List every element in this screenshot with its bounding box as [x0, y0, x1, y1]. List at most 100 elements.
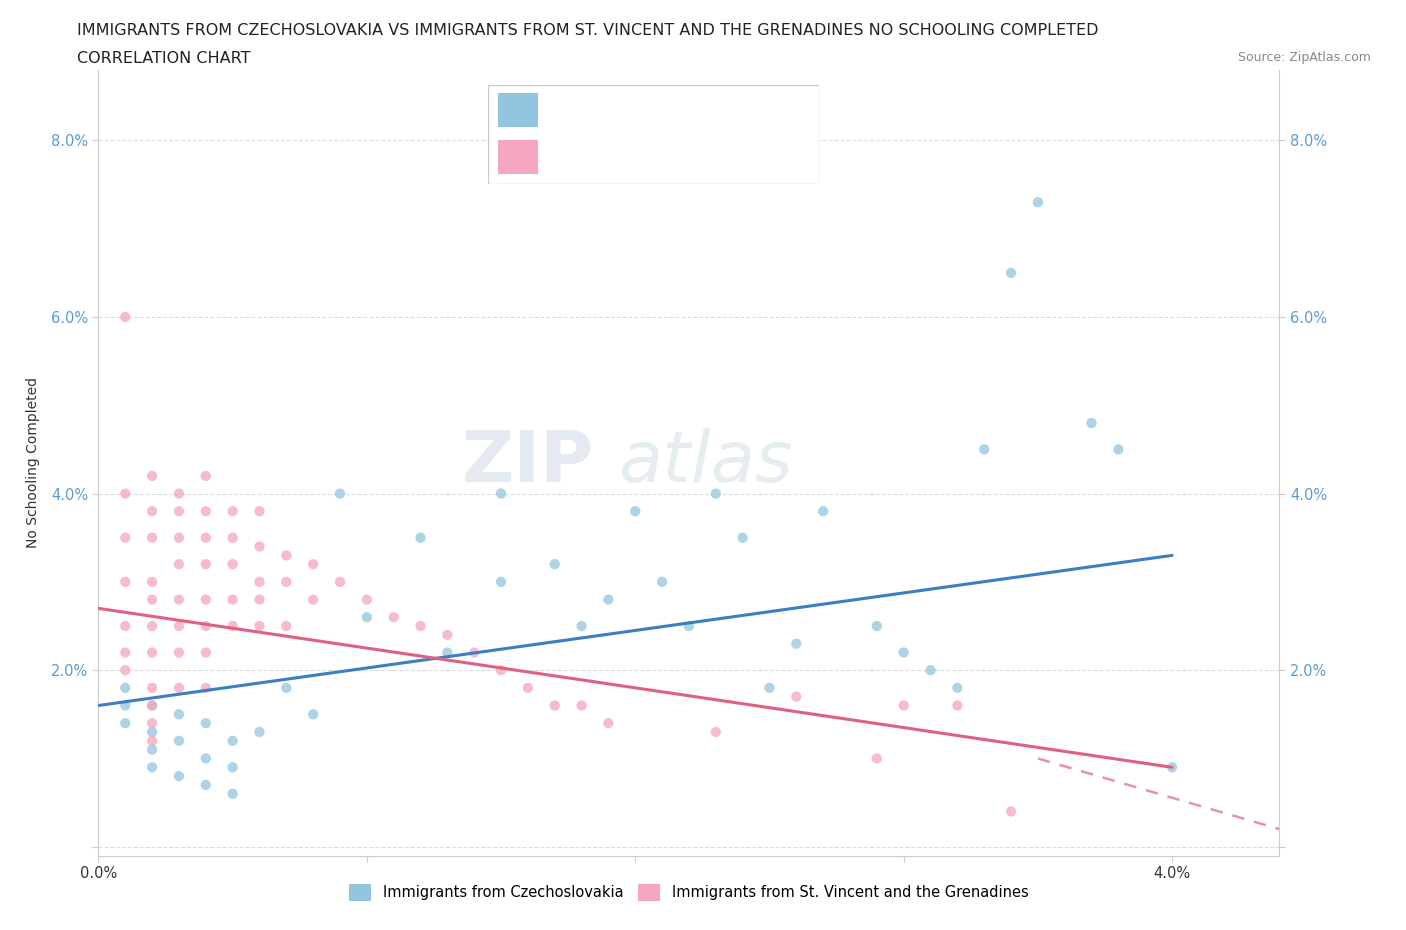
Point — [167, 530, 190, 545]
Text: ZIP: ZIP — [463, 428, 595, 498]
Point — [866, 618, 889, 633]
Point — [946, 681, 969, 696]
Point — [409, 530, 432, 545]
Point — [114, 310, 136, 325]
Point — [114, 698, 136, 713]
Point — [194, 645, 217, 660]
Point — [678, 618, 700, 633]
Point — [194, 504, 217, 519]
Point — [946, 698, 969, 713]
Point — [221, 734, 243, 749]
Point — [114, 663, 136, 678]
Point — [194, 777, 217, 792]
Point — [141, 592, 163, 607]
Point — [920, 663, 942, 678]
Point — [141, 530, 163, 545]
Point — [544, 557, 567, 572]
Point — [167, 592, 190, 607]
Point — [276, 681, 298, 696]
Point — [356, 610, 378, 625]
Point — [489, 575, 512, 590]
Point — [598, 592, 620, 607]
Point — [221, 760, 243, 775]
Point — [249, 575, 271, 590]
Point — [221, 504, 243, 519]
Point — [651, 575, 673, 590]
Point — [893, 645, 915, 660]
Point — [167, 618, 190, 633]
Legend: Immigrants from Czechoslovakia, Immigrants from St. Vincent and the Grenadines: Immigrants from Czechoslovakia, Immigran… — [343, 878, 1035, 908]
Point — [114, 575, 136, 590]
Point — [544, 698, 567, 713]
Point — [1080, 416, 1102, 431]
Point — [194, 751, 217, 766]
Point — [141, 742, 163, 757]
Point — [167, 486, 190, 501]
Point — [194, 716, 217, 731]
Point — [167, 645, 190, 660]
Point — [758, 681, 780, 696]
Point — [329, 486, 352, 501]
Point — [785, 636, 807, 651]
Point — [249, 539, 271, 554]
Point — [141, 698, 163, 713]
Point — [167, 769, 190, 784]
Point — [249, 504, 271, 519]
Point — [302, 557, 325, 572]
Point — [221, 557, 243, 572]
Point — [221, 618, 243, 633]
Point — [463, 645, 485, 660]
Text: IMMIGRANTS FROM CZECHOSLOVAKIA VS IMMIGRANTS FROM ST. VINCENT AND THE GRENADINES: IMMIGRANTS FROM CZECHOSLOVAKIA VS IMMIGR… — [77, 23, 1099, 38]
Point — [785, 689, 807, 704]
Point — [141, 698, 163, 713]
Point — [276, 575, 298, 590]
Point — [973, 442, 995, 457]
Point — [249, 618, 271, 633]
Point — [141, 681, 163, 696]
Point — [1000, 265, 1022, 280]
Point — [141, 716, 163, 731]
Point — [114, 618, 136, 633]
Point — [221, 530, 243, 545]
Point — [167, 557, 190, 572]
Point — [329, 575, 352, 590]
Point — [489, 486, 512, 501]
Point — [356, 592, 378, 607]
Point — [276, 548, 298, 563]
Point — [249, 592, 271, 607]
Point — [866, 751, 889, 766]
Point — [167, 504, 190, 519]
Point — [141, 575, 163, 590]
Point — [624, 504, 647, 519]
Point — [1107, 442, 1129, 457]
Point — [221, 592, 243, 607]
Point — [194, 469, 217, 484]
Point — [167, 681, 190, 696]
Point — [571, 618, 593, 633]
Point — [249, 724, 271, 739]
Point — [1161, 760, 1184, 775]
Point — [302, 592, 325, 607]
Point — [194, 530, 217, 545]
Point — [302, 707, 325, 722]
Point — [167, 734, 190, 749]
Point — [221, 787, 243, 802]
Point — [516, 681, 538, 696]
Point — [141, 618, 163, 633]
Point — [141, 724, 163, 739]
Point — [409, 618, 432, 633]
Point — [114, 530, 136, 545]
Point — [194, 592, 217, 607]
Y-axis label: No Schooling Completed: No Schooling Completed — [25, 378, 39, 548]
Point — [731, 530, 754, 545]
Point — [598, 716, 620, 731]
Point — [167, 707, 190, 722]
Point — [141, 504, 163, 519]
Point — [194, 681, 217, 696]
Point — [489, 663, 512, 678]
Point — [704, 724, 727, 739]
Point — [194, 618, 217, 633]
Point — [1000, 804, 1022, 819]
Point — [114, 486, 136, 501]
Point — [141, 469, 163, 484]
